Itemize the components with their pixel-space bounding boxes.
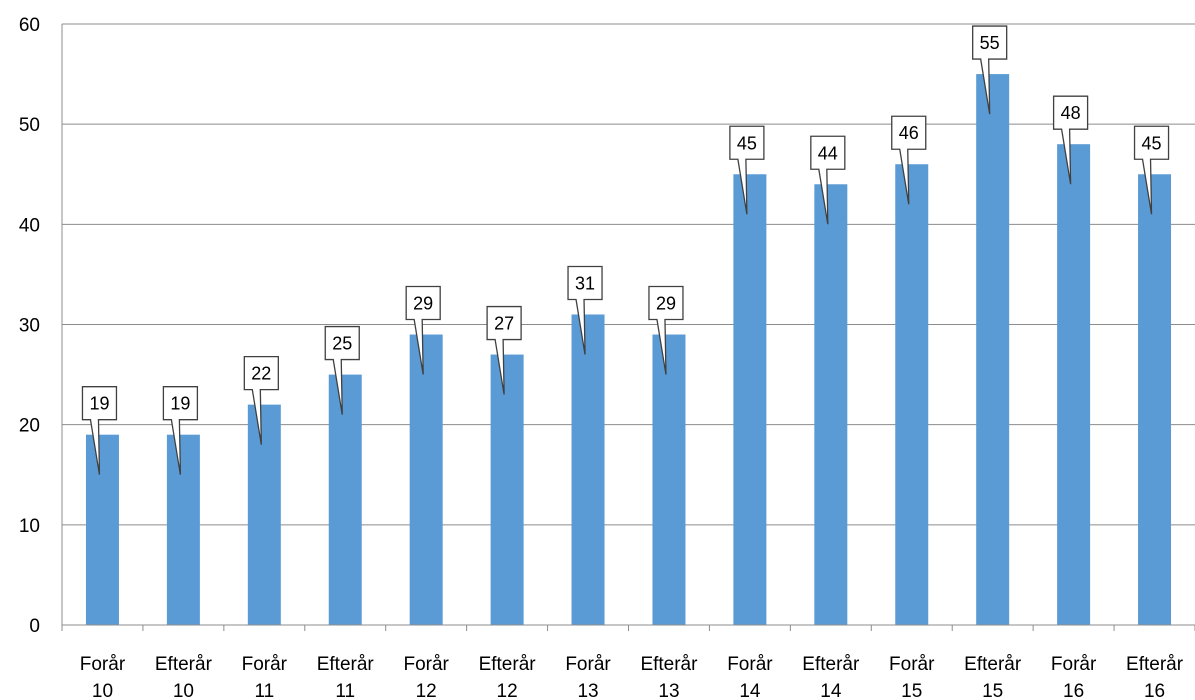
data-label-callout — [729, 125, 765, 215]
data-label-callout — [972, 25, 1008, 115]
data-labels: 19 19 22 25 29 27 31 29 45 44 46 55 48 45 — [81, 25, 1170, 475]
data-label: 19 — [170, 394, 190, 414]
x-tick-label: Efterår 15 — [964, 654, 1022, 700]
data-label: 55 — [980, 33, 1000, 53]
x-tick-label: Forår 12 — [403, 654, 449, 700]
data-label: 29 — [413, 294, 433, 314]
data-label: 48 — [1061, 103, 1081, 123]
y-axis-tick-labels: 0 10 20 30 40 50 60 — [19, 15, 40, 637]
data-label-callout — [405, 285, 441, 375]
bar — [328, 374, 362, 625]
bar — [247, 404, 281, 625]
axes — [61, 24, 1195, 631]
data-label-callout — [81, 386, 118, 475]
data-label-callout — [162, 386, 199, 475]
bar — [571, 314, 605, 625]
y-tick-label: 20 — [19, 416, 40, 437]
data-label-callout — [810, 135, 846, 225]
y-tick-label: 60 — [19, 15, 40, 36]
x-axis-tick-labels: Forår 10 Efterår 10 Forår 11 Efterår 11 Forår 12 E… — [80, 654, 1184, 700]
bars — [85, 74, 1172, 626]
data-label: 46 — [899, 123, 919, 143]
data-label: 44 — [818, 143, 838, 163]
x-tick-label: Efterår 14 — [802, 654, 860, 700]
data-label-callout — [324, 325, 360, 415]
y-tick-label: 50 — [19, 115, 40, 136]
data-label: 29 — [656, 294, 676, 314]
bar — [1057, 144, 1091, 625]
bar — [652, 334, 686, 625]
bar — [1138, 174, 1172, 625]
x-tick-label: Efterår 13 — [640, 654, 698, 700]
bar — [490, 354, 524, 625]
data-label-callout — [243, 355, 279, 445]
data-label: 22 — [251, 364, 271, 384]
data-label-callout — [567, 265, 603, 355]
y-tick-label: 10 — [19, 516, 40, 537]
x-tick-label: Forår 13 — [565, 654, 611, 700]
bar — [895, 164, 929, 625]
x-tick-label: Efterår 16 — [1126, 654, 1184, 700]
gridlines — [62, 23, 1195, 526]
x-tick-label: Efterår 10 — [155, 654, 213, 700]
data-label-callout — [486, 305, 522, 395]
data-label: 45 — [737, 133, 757, 153]
bar — [814, 184, 848, 625]
data-label-callout — [648, 285, 684, 375]
data-label-callout — [1052, 95, 1089, 185]
data-label: 31 — [575, 273, 595, 293]
x-tick-label: Efterår 12 — [479, 654, 537, 700]
data-label: 25 — [332, 334, 352, 354]
y-tick-label: 30 — [19, 316, 40, 337]
y-tick-label: 0 — [29, 616, 40, 637]
bar — [409, 334, 443, 625]
bar — [976, 74, 1010, 626]
x-tick-label: Forår 10 — [80, 654, 126, 700]
bar — [166, 434, 200, 625]
x-tick-label: Forår 16 — [1051, 654, 1097, 700]
bar — [85, 434, 119, 625]
bar — [733, 174, 767, 625]
data-label-callout — [1133, 125, 1170, 215]
x-tick-label: Forår 14 — [727, 654, 773, 700]
x-tick-label: Forår 15 — [889, 654, 935, 700]
data-label: 19 — [89, 394, 109, 414]
x-tick-label: Efterår 11 — [317, 654, 375, 700]
y-tick-label: 40 — [19, 215, 40, 236]
data-label: 45 — [1142, 133, 1162, 153]
data-label: 27 — [494, 314, 514, 334]
data-label-callout — [891, 115, 927, 205]
x-tick-label: Forår 11 — [242, 654, 288, 700]
